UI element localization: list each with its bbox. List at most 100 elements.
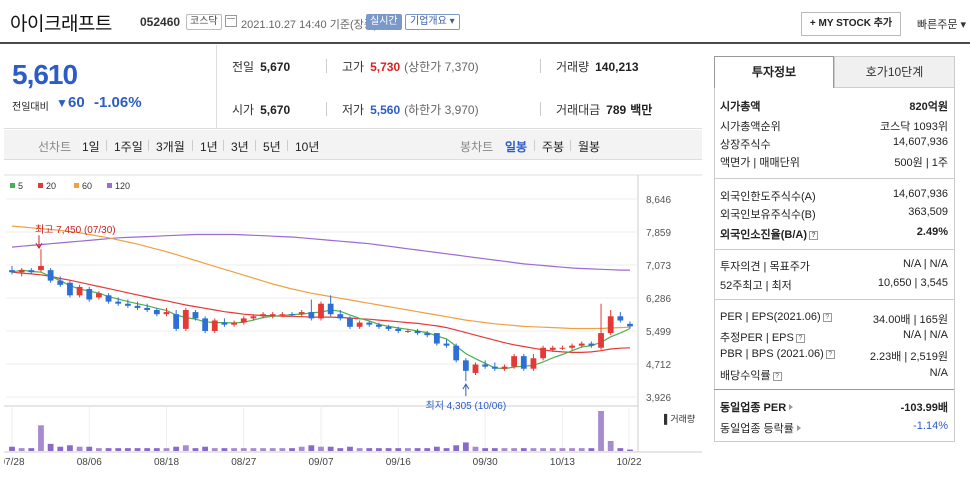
volume-bar [289,448,295,451]
volume-bar [134,448,141,451]
info-divider [714,249,954,250]
x-tick-label: 09/16 [386,457,411,468]
divider [540,59,541,73]
candle-body [530,358,537,369]
candle-body [28,270,35,273]
ma60-line [11,225,631,330]
info-row: 52주최고 | 최저 10,650 | 3,545 [720,277,948,295]
prev-close: 전일 5,670 [232,60,291,74]
candle-body [289,314,295,316]
stock-chart[interactable]: 5 20 60 120 8,646 7,859 7,073 6,286 5,499 4,712 3,… [4,162,702,479]
candle-body [76,286,83,296]
volume-bar [47,443,54,451]
candle-body [124,303,131,306]
candle-body [472,364,479,373]
period-3m[interactable]: 3개월 [156,140,185,154]
volume-bar [347,446,353,451]
tab-hoga[interactable]: 호가10단계 [834,56,955,88]
info-row: 동일업종 PER -103.99배 [720,399,948,417]
legend-swatch [74,183,79,188]
candle-body [356,322,363,327]
info-value: 14,607,936 [892,188,948,200]
period-bar: 선차트 1일 1주일 3개월 1년 3년 5년 10년 봉차트 일봉 주봉 월봉 [4,130,702,160]
period-weekly[interactable]: 주봉 [542,140,565,154]
period-monthly[interactable]: 월봉 [578,140,601,154]
info-value: 14,607,936 [892,136,948,148]
info-key: 외국인소진율(B/A)? [720,226,818,242]
candle-body [18,270,25,273]
help-icon[interactable]: ? [809,231,818,240]
volume-bar [578,448,585,451]
period-5y[interactable]: 5년 [263,140,281,154]
period-10y[interactable]: 10년 [295,140,320,154]
info-value: 2.49% [916,226,948,238]
info-divider [714,299,954,300]
plus-icon: + [809,18,819,29]
volume-bar [501,448,508,451]
quick-order-button[interactable]: 빠른주문 ▾ [917,19,967,31]
volume-bar [472,446,479,451]
info-row: 투자의견 | 목표주가 N/A | N/A [720,258,948,276]
help-icon[interactable]: ? [825,350,835,359]
info-key: PER | EPS(2021.06)? [720,311,832,323]
info-value: 2.23배 | 2,519원 [869,351,948,363]
volume-bar [57,446,64,451]
tab-invest-info[interactable]: 투자정보 [714,56,834,88]
candle-body [462,360,469,371]
y-tick-label: 5,499 [646,327,671,338]
caret-right-icon[interactable] [789,404,794,410]
candle-body [9,270,15,273]
candle-body [86,289,93,300]
period-1d[interactable]: 1일 [82,140,100,154]
candle-body [559,347,566,349]
volume-bar [28,448,35,451]
period-1w[interactable]: 1주일 [114,140,143,154]
info-row: 배당수익률? N/A [720,367,948,385]
candle-body [453,345,460,361]
candle-chart-label[interactable]: 봉차트 [460,140,494,154]
chevron-down-icon: ▾ [960,19,967,31]
candle-body [163,312,170,315]
candle-body [308,312,315,319]
candle-body [173,314,180,329]
candle-body [569,345,575,348]
period-1y[interactable]: 1년 [200,140,218,154]
help-icon[interactable]: ? [822,313,832,322]
candle-body [549,347,556,350]
info-panel-border [714,87,955,442]
invest-info-panel: 투자정보 호가10단계 시가총액 820억원 시가총액순위 코스닥 1093위 상장주식… [714,56,955,435]
candle-body [511,356,518,367]
candle-body [414,330,421,334]
candle-body [231,322,237,325]
mystock-add-button[interactable]: + MY STOCK 추가 [801,12,901,36]
realtime-badge[interactable]: 실시간 [366,14,402,30]
candle-body [327,303,334,315]
volume-bar [298,446,305,451]
info-key: 배당수익률? [720,367,782,383]
y-tick-label: 7,859 [646,228,671,239]
divider [540,102,541,116]
period-3y[interactable]: 3년 [231,140,249,154]
volume-bar [231,448,237,451]
help-icon[interactable]: ? [772,372,782,381]
volume-bar [569,448,575,451]
candle-body [260,314,266,317]
caret-right-icon[interactable] [796,425,801,431]
candle-body [57,280,64,285]
quote-datetime: 2021.10.27 14:40 기준(장중) [241,19,378,31]
volume-bar [308,445,315,451]
corp-info-dropdown[interactable]: 기업개요 ▾ [405,14,460,30]
y-tick-label: 4,712 [646,360,671,371]
period-daily[interactable]: 일봉 [505,140,528,154]
help-icon[interactable]: ? [795,334,805,343]
candle-body [96,293,102,298]
line-chart-label[interactable]: 선차트 [38,140,72,154]
candle-body [134,305,141,308]
volume-bar [144,448,151,451]
stock-name: 아이크래프트 [10,14,112,35]
x-tick-label: 08/06 [77,457,102,468]
info-key: PBR | BPS (2021.06)? [720,348,835,360]
candle-body [202,318,209,331]
price-divider [216,45,217,129]
x-tick-label: 08/18 [154,457,179,468]
